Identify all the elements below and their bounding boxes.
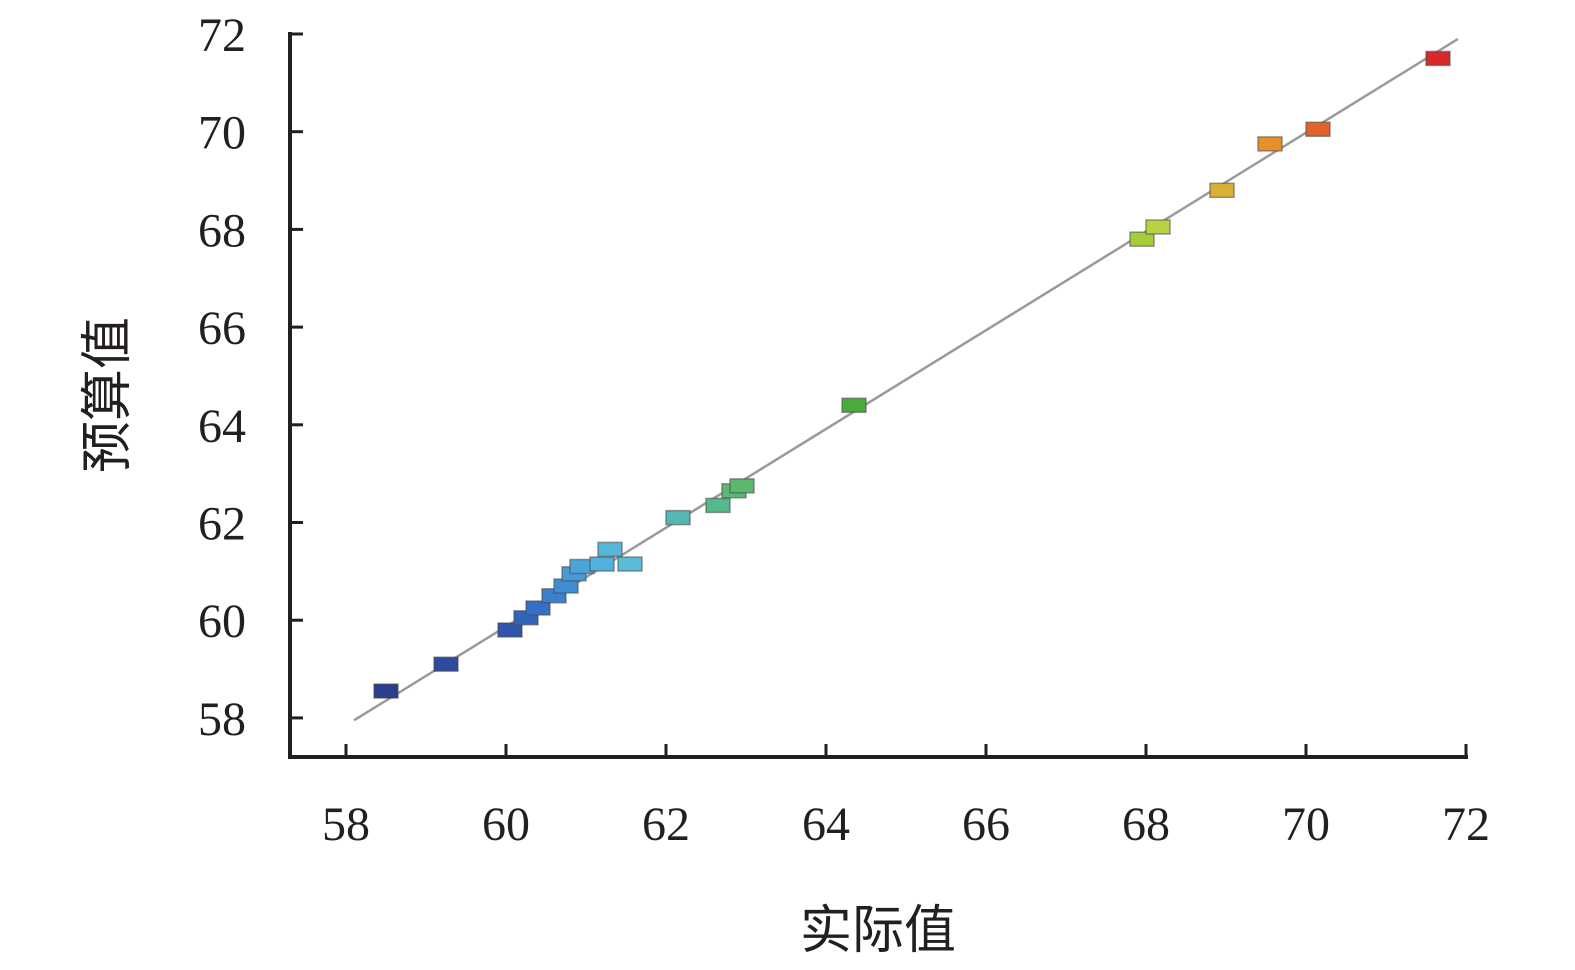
data-point <box>729 478 755 494</box>
data-point <box>597 541 623 558</box>
data-point <box>841 397 867 414</box>
x-ticks-layer: 58 60 62 64 66 68 70 72 <box>322 744 1490 851</box>
data-point <box>433 656 459 672</box>
data-point <box>705 497 731 514</box>
data-point <box>617 556 643 572</box>
data-point <box>1257 136 1283 152</box>
data-point <box>1305 121 1331 138</box>
x-tick-label: 72 <box>1442 798 1490 851</box>
y-tick-label: 70 <box>198 107 246 160</box>
y-tick-label: 60 <box>198 595 246 648</box>
x-tick-label: 58 <box>322 798 370 851</box>
data-point <box>373 683 399 699</box>
y-tick-label: 58 <box>198 693 246 746</box>
data-point <box>1145 219 1171 235</box>
x-tick-label: 62 <box>642 798 690 851</box>
data-point <box>589 556 615 572</box>
y-tick-label: 68 <box>198 204 246 257</box>
data-point <box>525 600 551 616</box>
data-point <box>1209 182 1235 199</box>
x-tick-label: 64 <box>802 798 850 851</box>
data-point <box>497 622 523 638</box>
x-axis-title: 实际值 <box>800 901 956 961</box>
axes-layer <box>288 32 1468 759</box>
x-tick-label: 66 <box>962 798 1010 851</box>
y-tick-label: 62 <box>198 498 246 551</box>
data-point <box>1129 231 1155 247</box>
x-tick-label: 70 <box>1282 798 1330 851</box>
x-tick-label: 60 <box>482 798 530 851</box>
y-tick-label: 66 <box>198 302 246 355</box>
data-point <box>665 509 691 526</box>
y-tick-label: 64 <box>198 400 246 453</box>
data-points-layer <box>373 50 1451 699</box>
data-point <box>1425 50 1451 67</box>
y-axis-title: 预算值 <box>78 317 138 473</box>
x-tick-label: 68 <box>1122 798 1170 851</box>
y-ticks-layer: 58 60 62 64 66 68 70 72 <box>198 9 303 746</box>
y-tick-label: 72 <box>198 9 246 62</box>
